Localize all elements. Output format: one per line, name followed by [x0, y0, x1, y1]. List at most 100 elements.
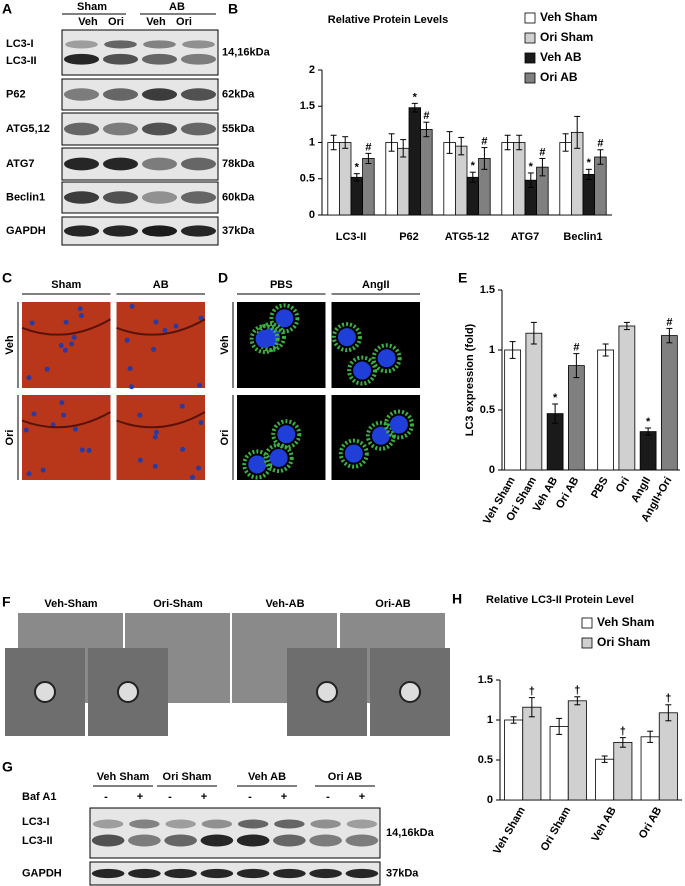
label: Sham — [51, 279, 81, 291]
nucleus — [31, 411, 37, 417]
band — [102, 122, 139, 136]
cell — [347, 355, 378, 386]
label: Veh-AB — [265, 598, 304, 610]
nucleus — [59, 400, 65, 406]
band — [180, 157, 217, 171]
label: P62 — [6, 88, 26, 100]
y-tick-label: 2 — [309, 64, 315, 76]
band — [180, 225, 217, 237]
y-tick-label: 1 — [487, 714, 493, 726]
nucleus — [79, 447, 85, 453]
chart-title: Relative LC3-II Protein Level — [486, 594, 634, 606]
label: GAPDH — [6, 225, 46, 237]
label: Veh-Sham — [44, 598, 97, 610]
error-bar — [556, 717, 563, 735]
bar — [504, 349, 521, 471]
x-tick-label: PBS — [589, 475, 611, 501]
error-bar — [623, 321, 630, 331]
nucleus — [69, 341, 75, 347]
bar — [661, 335, 678, 471]
significance-marker: † — [665, 693, 671, 705]
nucleus — [153, 319, 159, 325]
significance-marker: * — [529, 161, 534, 173]
y-tick-label: 1 — [489, 344, 495, 356]
label: + — [137, 791, 143, 803]
bar — [327, 142, 340, 216]
x-tick-label: ATG5-12 — [445, 231, 489, 243]
band — [102, 191, 139, 204]
y-tick-label: 1.5 — [300, 100, 315, 112]
label: - — [326, 791, 330, 803]
nucleus — [44, 366, 50, 372]
nucleus — [275, 309, 294, 328]
label: 55kDa — [222, 123, 255, 135]
error-bar — [602, 343, 609, 357]
nucleus — [196, 465, 202, 471]
y-axis-label: LC3 expression (fold) — [464, 323, 476, 436]
nucleus — [86, 447, 92, 453]
error-bar — [458, 136, 465, 156]
bar — [594, 156, 607, 216]
y-tick-label: 0.5 — [478, 754, 493, 766]
error-bar — [539, 157, 546, 177]
bar — [568, 365, 585, 471]
significance-marker: † — [574, 685, 580, 697]
x-tick-label: Veh AB — [589, 805, 618, 844]
vacuole — [34, 681, 56, 703]
nucleus — [62, 347, 68, 353]
significance-marker: * — [587, 157, 592, 169]
bar — [567, 700, 587, 801]
band — [129, 819, 160, 829]
cell — [249, 324, 280, 355]
band — [236, 868, 270, 879]
error-bar — [446, 131, 453, 154]
band — [63, 122, 100, 136]
error-bar — [574, 115, 581, 149]
label: Ori Sham — [163, 771, 212, 783]
error-bar — [665, 704, 672, 722]
error-bar — [562, 133, 569, 152]
band — [63, 53, 100, 65]
legend-swatch — [524, 12, 536, 24]
significance-marker: * — [646, 416, 651, 428]
x-tick-label: LC3-II — [336, 231, 367, 243]
label: Ori — [176, 16, 192, 28]
bar — [613, 742, 633, 801]
nucleus — [29, 320, 35, 326]
error-bar — [574, 696, 581, 706]
significance-marker: † — [620, 726, 626, 738]
bar — [396, 147, 410, 216]
nucleus — [26, 471, 32, 477]
bar — [385, 142, 398, 216]
significance-marker: * — [355, 162, 360, 174]
bar — [350, 176, 364, 216]
nucleus — [40, 467, 46, 473]
nucleus — [255, 330, 274, 349]
significance-marker: * — [471, 160, 476, 172]
vacuole — [117, 681, 139, 703]
error-bar — [645, 427, 652, 436]
panel-letter: D — [218, 270, 228, 286]
error-bar — [530, 321, 537, 345]
band — [345, 834, 379, 847]
nucleus — [153, 429, 159, 435]
legend-label: Veh Sham — [540, 10, 597, 24]
band — [201, 819, 233, 829]
band — [164, 834, 197, 847]
band — [92, 819, 124, 829]
band — [273, 868, 306, 879]
band — [141, 122, 178, 136]
nucleus — [78, 313, 84, 319]
error-bar — [527, 172, 534, 188]
chart-title: Relative Protein Levels — [328, 14, 448, 26]
bar — [420, 129, 433, 216]
bar — [522, 706, 542, 801]
row-label: Ori — [219, 430, 231, 446]
band — [128, 834, 161, 847]
fiber — [116, 411, 206, 429]
bar — [408, 107, 422, 216]
label: 14,16kDa — [386, 827, 435, 839]
nucleus — [152, 434, 158, 440]
nucleus — [353, 361, 372, 380]
y-tick-label: 0 — [309, 209, 315, 221]
